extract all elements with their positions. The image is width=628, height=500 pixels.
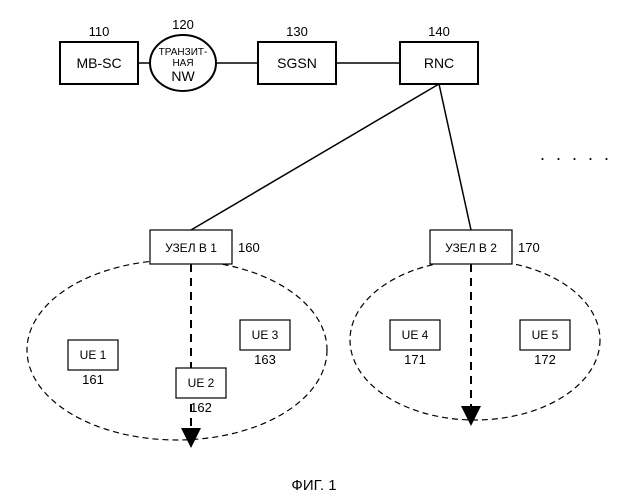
b1-ref: 160: [238, 240, 260, 255]
node-ue2: UE 2 162: [176, 368, 226, 415]
node-mbsc: MB-SC 110: [60, 24, 138, 84]
ue5-ref: 172: [534, 352, 556, 367]
sgsn-ref: 130: [286, 24, 308, 39]
node-b1: УЗЕЛ B 1 160: [150, 230, 260, 264]
mbsc-ref: 110: [89, 24, 110, 39]
rnc-ref: 140: [428, 24, 450, 39]
node-ue3: UE 3 163: [240, 320, 290, 367]
node-sgsn: SGSN 130: [258, 24, 336, 84]
ue2-ref: 162: [190, 400, 212, 415]
node-b2: УЗЕЛ B 2 170: [430, 230, 540, 264]
ue1-label: UE 1: [80, 348, 107, 362]
rnc-label: RNC: [424, 55, 454, 71]
ellipsis-dots: . . . . .: [540, 144, 612, 164]
ue3-ref: 163: [254, 352, 276, 367]
sgsn-label: SGSN: [277, 55, 317, 71]
b1-label: УЗЕЛ B 1: [165, 241, 217, 255]
transit-ref: 120: [172, 17, 194, 32]
transit-label-bot: NW: [171, 68, 195, 84]
node-ue5: UE 5 172: [520, 320, 570, 367]
ue4-ref: 171: [404, 352, 426, 367]
transit-label-top: ТРАНЗИТ-: [159, 47, 208, 58]
node-ue4: UE 4 171: [390, 320, 440, 367]
ue1-ref: 161: [82, 372, 104, 387]
edge-rnc-b2: [439, 84, 471, 230]
node-rnc: RNC 140: [400, 24, 478, 84]
ue4-label: UE 4: [402, 328, 429, 342]
edge-rnc-b1: [191, 84, 439, 230]
mbsc-label: MB-SC: [76, 55, 121, 71]
node-ue1: UE 1 161: [68, 340, 118, 387]
b2-ref: 170: [518, 240, 540, 255]
figure-label: ФИГ. 1: [291, 477, 336, 494]
ue5-label: UE 5: [532, 328, 559, 342]
ue2-label: UE 2: [188, 376, 215, 390]
b2-label: УЗЕЛ B 2: [445, 241, 497, 255]
ue3-label: UE 3: [252, 328, 279, 342]
node-transit: ТРАНЗИТ- НАЯ NW 120: [150, 17, 216, 91]
